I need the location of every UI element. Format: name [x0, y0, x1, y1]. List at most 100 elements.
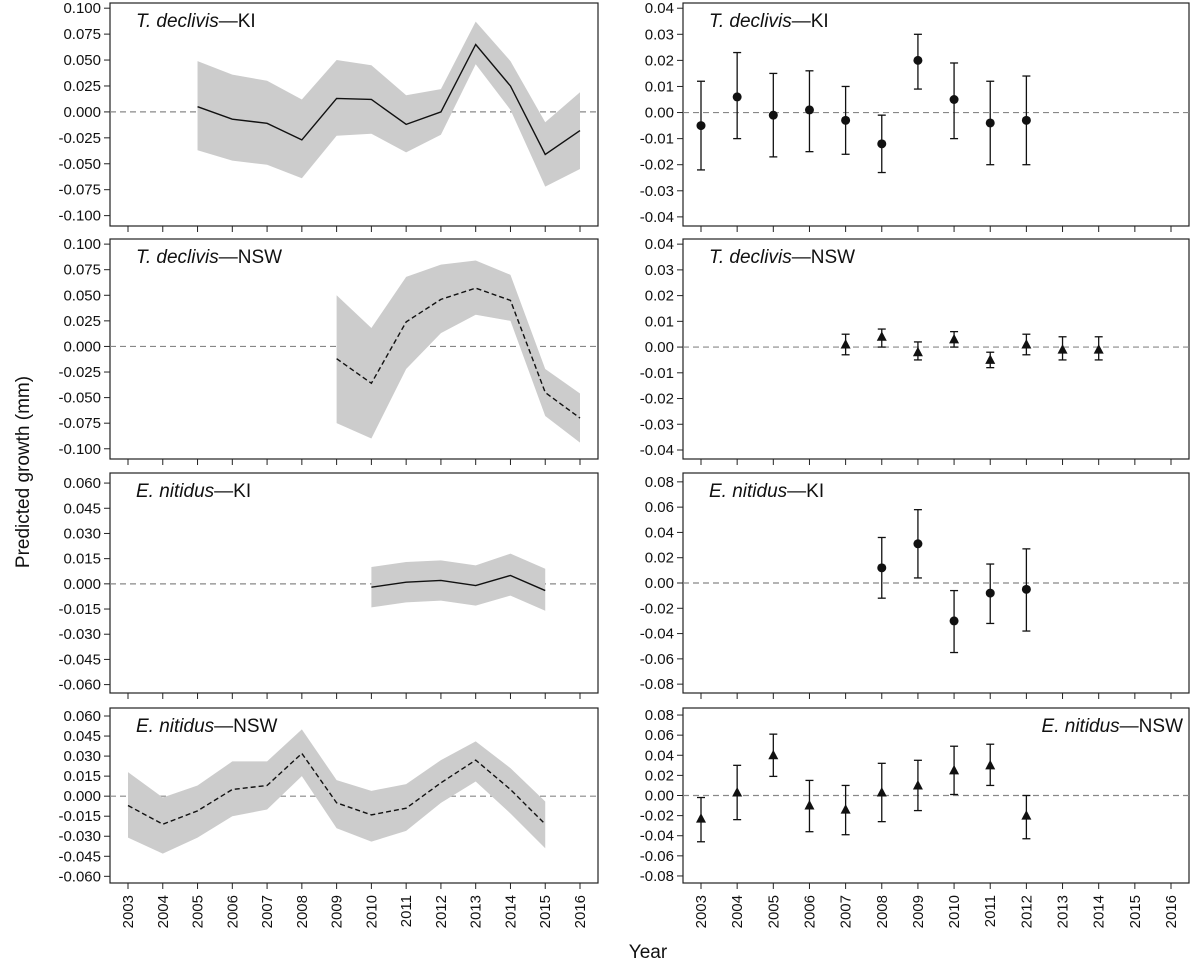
y-tick-label: -0.08	[640, 676, 674, 693]
y-tick-label: -0.100	[58, 441, 101, 458]
point-marker	[732, 786, 743, 797]
y-tick-label: -0.01	[640, 365, 674, 382]
y-tick-label: 0.01	[645, 313, 674, 330]
panel-dash: —	[219, 247, 238, 268]
y-tick-label: 0.000	[63, 788, 101, 805]
point-marker	[949, 616, 959, 626]
y-tick-label: 0.050	[63, 52, 101, 69]
y-tick-label: 0.000	[63, 338, 101, 355]
x-tick-label: 2011	[398, 895, 415, 927]
panel-region: NSW	[233, 716, 277, 737]
panel-r1: 0.04 0.03 0.02 0.01 0.00 -0.01 -0.02 -0.03 -0.04…	[640, 0, 1190, 232]
x-axis-label: Year	[629, 942, 668, 963]
y-tick-label: -0.06	[640, 848, 674, 865]
y-tick-label: 0.030	[63, 525, 101, 542]
confidence-band	[128, 729, 546, 854]
y-tick-label: -0.02	[640, 157, 674, 174]
panel-species: T. declivis	[709, 247, 792, 268]
point-marker	[913, 539, 923, 549]
panel-label: T. declivis—NSW	[709, 247, 855, 268]
y-tick-label: 0.075	[63, 262, 101, 279]
panel-region: KI	[806, 481, 824, 502]
panel-region: KI	[811, 11, 829, 32]
x-tick-label: 2005	[765, 895, 782, 928]
panel-species: T. declivis	[136, 11, 219, 32]
x-tick-label: 2016	[1163, 895, 1180, 928]
y-tick-label: 0.02	[645, 767, 674, 784]
y-tick-label: -0.045	[58, 848, 101, 865]
x-tick-label: 2008	[874, 895, 891, 928]
point-marker	[768, 110, 778, 120]
x-tick-label: 2006	[224, 895, 241, 928]
panel-l1: 0.100 0.075 0.050 0.025 0.000 -0.025 -0.050 -0.…	[58, 0, 599, 232]
point-marker	[1021, 115, 1031, 125]
x-tick-label: 2016	[572, 895, 589, 928]
y-tick-label: -0.050	[58, 156, 101, 173]
panel-dash: —	[214, 716, 233, 737]
point-marker	[877, 139, 887, 149]
point-marker	[1093, 344, 1104, 354]
x-tick-label: 2009	[910, 895, 927, 928]
panel-species: T. declivis	[136, 247, 219, 268]
y-tick-label: 0.000	[63, 104, 101, 121]
x-tick-label: 2003	[693, 895, 710, 928]
y-tick-label: 0.02	[645, 288, 674, 305]
confidence-band	[197, 21, 581, 187]
panel-dash: —	[219, 11, 238, 32]
panel-species: E. nitidus	[136, 716, 215, 737]
panel-frame	[109, 707, 599, 884]
point-marker	[912, 779, 923, 790]
point-marker	[985, 118, 995, 128]
point-marker	[840, 338, 851, 349]
y-tick-label: 0.08	[645, 474, 674, 491]
y-tick-label: -0.050	[58, 390, 101, 407]
y-tick-label: -0.015	[58, 808, 101, 825]
y-tick-label: 0.000	[63, 576, 101, 593]
y-tick-label: 0.030	[63, 748, 101, 765]
y-tick-label: 0.06	[645, 499, 674, 516]
point-marker	[696, 813, 706, 823]
trend-line	[197, 43, 581, 156]
panel-region: NSW	[238, 247, 282, 268]
y-tick-label: -0.075	[58, 182, 101, 199]
y-tick-label: -0.030	[58, 828, 101, 845]
point-marker	[876, 786, 887, 797]
y-tick-label: 0.050	[63, 287, 101, 304]
y-tick-label: 0.04	[645, 524, 674, 541]
y-tick-label: 0.015	[63, 551, 101, 568]
y-tick-label: 0.060	[63, 708, 101, 725]
y-tick-label: 0.06	[645, 727, 674, 744]
point-marker	[985, 354, 996, 364]
x-tick-label: 2004	[155, 895, 172, 928]
x-tick-label: 2015	[1127, 895, 1144, 928]
x-tick-label: 2004	[729, 895, 746, 928]
y-tick-label: -0.08	[640, 868, 674, 885]
y-tick-label: -0.02	[640, 391, 674, 408]
y-tick-label: -0.04	[640, 626, 674, 643]
x-tick-label: 2007	[838, 895, 855, 928]
x-tick-label: 2006	[801, 895, 818, 928]
panel-r3: 0.08 0.06 0.04 0.02 0.00 -0.02 -0.04 -0.06 -0.08…	[640, 472, 1190, 699]
y-tick-label: -0.030	[58, 626, 101, 643]
y-tick-label: 0.100	[63, 0, 101, 17]
y-tick-label: -0.01	[640, 131, 674, 148]
y-axis-label: Predicted growth (mm)	[13, 376, 34, 568]
panel-region: NSW	[1139, 716, 1183, 737]
point-marker	[985, 759, 996, 770]
panel-region: KI	[238, 11, 256, 32]
y-tick-label: -0.015	[58, 601, 101, 618]
y-tick-label: -0.025	[58, 130, 101, 147]
y-tick-label: 0.04	[645, 236, 674, 253]
y-tick-label: -0.075	[58, 415, 101, 432]
confidence-band	[336, 260, 580, 443]
y-tick-label: 0.04	[645, 747, 674, 764]
point-marker	[913, 55, 923, 65]
point-marker	[840, 804, 851, 814]
point-marker	[1021, 338, 1032, 349]
panel-region: KI	[233, 481, 251, 502]
x-tick-label: 2013	[1055, 895, 1072, 928]
point-marker	[877, 563, 887, 573]
panel-l3: 0.060 0.045 0.030 0.015 0.000 -0.015 -0.030 -0.…	[58, 472, 599, 699]
y-tick-label: -0.060	[58, 677, 101, 694]
